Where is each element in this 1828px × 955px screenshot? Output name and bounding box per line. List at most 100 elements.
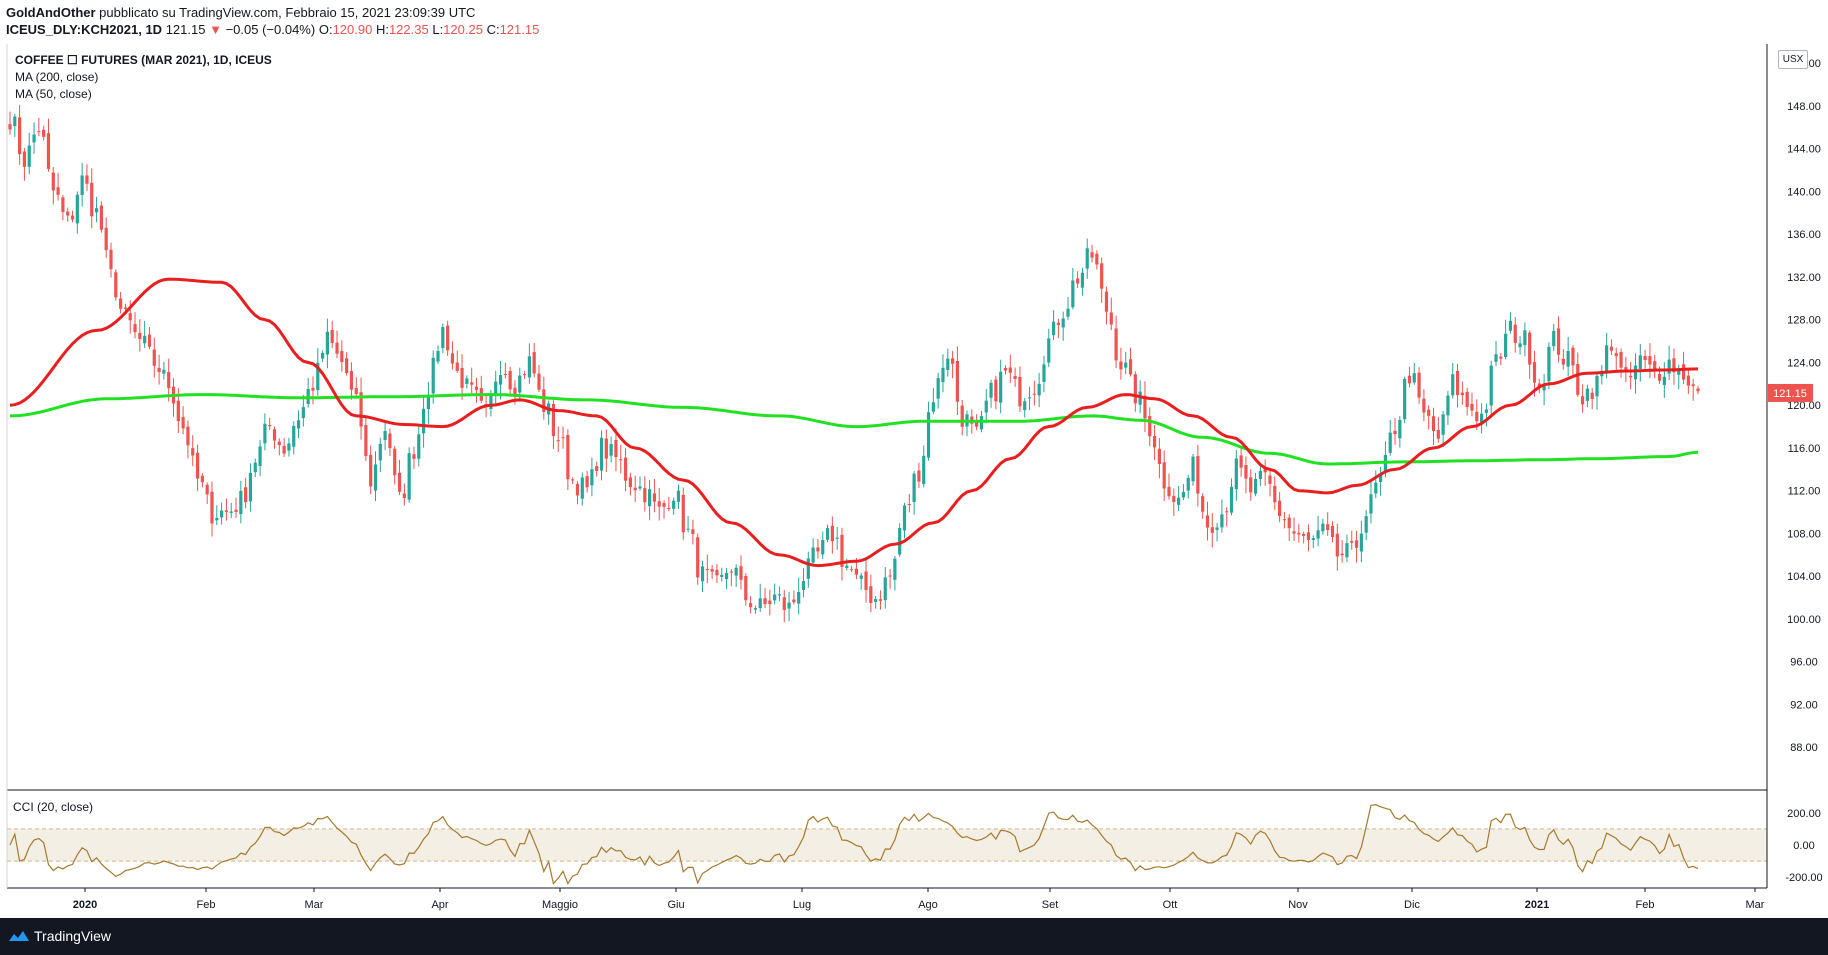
candle-body — [1374, 482, 1378, 494]
price-tick-label: 140.00 — [1787, 186, 1821, 198]
candle — [1201, 493, 1205, 519]
candle-body — [792, 599, 796, 603]
candle-body — [75, 194, 79, 224]
candle-body — [22, 151, 27, 167]
candle — [157, 354, 161, 385]
candle-body — [571, 479, 575, 481]
candle-body — [325, 331, 330, 355]
candle — [75, 191, 79, 234]
candle — [1302, 531, 1306, 544]
candle-body — [1585, 388, 1589, 401]
candle-body — [1605, 345, 1609, 373]
candle-body — [32, 134, 36, 143]
candle — [364, 415, 368, 461]
candle-body — [123, 307, 128, 309]
candle-body — [364, 425, 368, 457]
candle — [710, 564, 714, 580]
candle-body — [888, 575, 892, 577]
candle-body — [470, 382, 474, 385]
legend-ma50[interactable]: MA (50, close) — [15, 87, 92, 101]
candle-body — [1027, 397, 1032, 399]
candle-body — [1311, 538, 1315, 540]
candle — [277, 438, 281, 456]
candle — [672, 497, 676, 515]
footer-brand[interactable]: TradingView — [34, 928, 112, 944]
candle — [1696, 386, 1700, 395]
candle-body — [874, 598, 878, 602]
candle-body — [806, 558, 810, 579]
candle — [652, 479, 657, 513]
candle — [1633, 353, 1638, 394]
candle — [1595, 372, 1599, 410]
candle-body — [556, 440, 560, 442]
candle-body — [417, 434, 421, 459]
candle-body — [537, 373, 541, 390]
candle — [1013, 367, 1017, 387]
candle — [147, 327, 152, 350]
candle — [777, 586, 782, 602]
candle — [397, 459, 402, 495]
candle-body — [128, 313, 132, 321]
candle-body — [1162, 462, 1166, 489]
candle-body — [1609, 346, 1614, 351]
candle-body — [1316, 530, 1320, 539]
candle — [1027, 386, 1032, 411]
candle — [1085, 238, 1089, 279]
candle — [811, 538, 815, 565]
cci-tick-label: -200.00 — [1785, 872, 1822, 884]
candle — [1196, 445, 1200, 507]
candle-body — [244, 487, 248, 503]
candle-body — [248, 472, 253, 502]
open-value: 120.90 — [332, 22, 373, 37]
price-tick-label: 104.00 — [1787, 571, 1821, 583]
candle-body — [330, 329, 334, 343]
currency-badge[interactable]: USX — [1778, 50, 1808, 69]
candle — [883, 567, 887, 609]
candle — [1244, 456, 1248, 494]
candle-body — [282, 445, 286, 454]
candle-body — [455, 362, 459, 371]
candle — [801, 568, 806, 598]
candle-body — [1148, 416, 1152, 437]
candle — [609, 436, 613, 463]
candle — [1648, 343, 1652, 379]
cci-legend[interactable]: CCI (20, close) — [13, 800, 94, 814]
candle-body — [1359, 533, 1363, 552]
candle — [1350, 530, 1354, 550]
candle — [85, 164, 89, 191]
candle-body — [638, 486, 642, 489]
author-name[interactable]: GoldAndOther — [6, 5, 96, 20]
candle — [960, 399, 964, 436]
candle-body — [335, 342, 339, 354]
candle — [494, 370, 498, 404]
candle-body — [114, 272, 118, 298]
candle-body — [1475, 411, 1479, 422]
candle — [345, 352, 349, 376]
candle-body — [388, 433, 392, 449]
candle-body — [8, 124, 12, 130]
ma50-line — [9, 277, 1699, 568]
candle-body — [1446, 395, 1450, 416]
candle-body — [301, 407, 305, 419]
low-value: 120.25 — [443, 22, 483, 37]
candle-body — [1494, 354, 1498, 362]
legend-title[interactable]: COFFEE ☐ FUTURES (MAR 2021), 1D, ICEUS — [15, 53, 272, 67]
candle — [253, 458, 257, 478]
candle — [1403, 376, 1407, 424]
candle — [1446, 390, 1450, 425]
candle — [1335, 523, 1339, 571]
candle-body — [1455, 370, 1460, 396]
candle-body — [734, 567, 738, 576]
candle — [1316, 515, 1320, 547]
candle — [162, 361, 166, 380]
candle-body — [1201, 496, 1205, 512]
candle-body — [907, 504, 911, 506]
candle — [186, 420, 190, 459]
candle — [720, 567, 724, 582]
candle-body — [1691, 384, 1695, 387]
candle-body — [797, 591, 801, 604]
candle-body — [1152, 436, 1157, 448]
legend-ma200[interactable]: MA (200, close) — [15, 70, 99, 84]
candle — [950, 350, 955, 379]
